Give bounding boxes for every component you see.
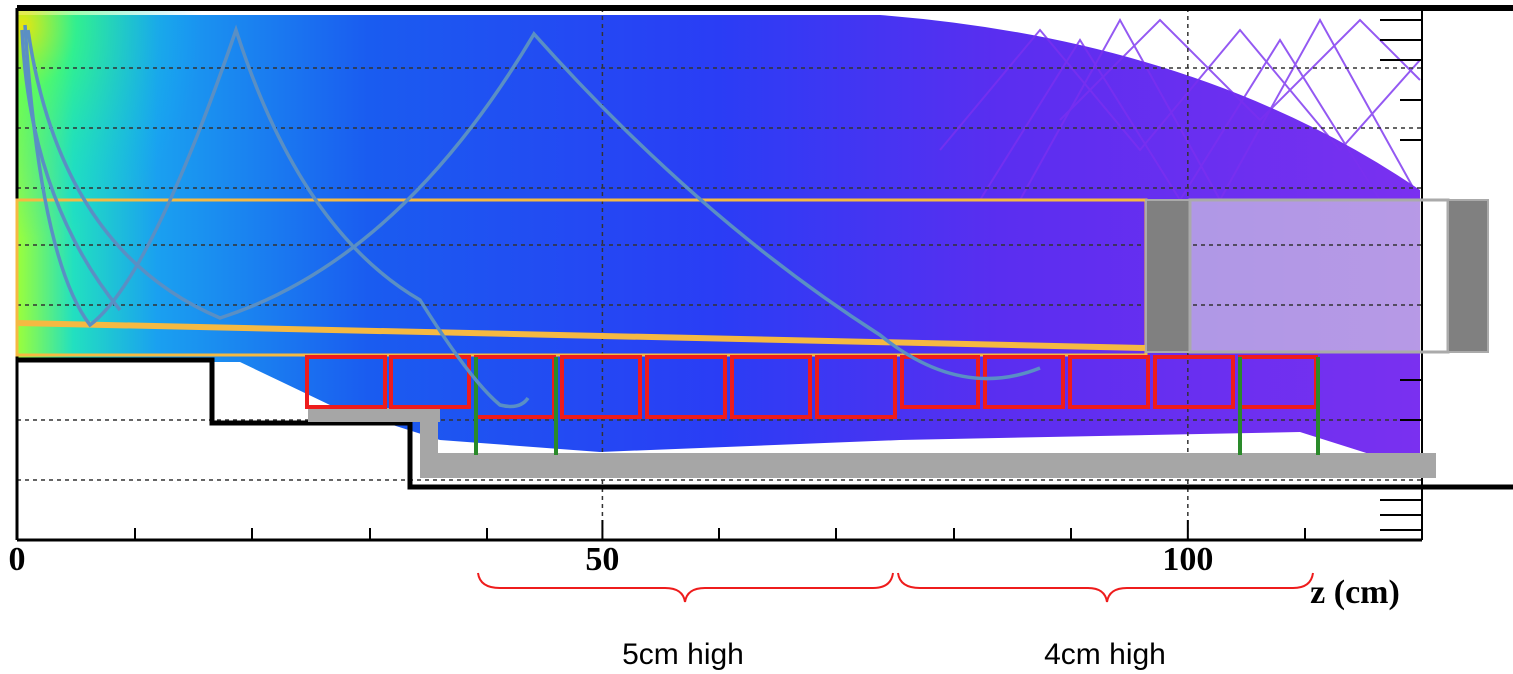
shield <box>1190 200 1448 352</box>
annotation: 4cm high <box>1044 638 1166 671</box>
x-tick-label: 50 <box>585 541 619 578</box>
block <box>1448 200 1488 352</box>
annotation: 5cm high <box>622 638 744 671</box>
x-tick-label: 100 <box>1162 541 1213 578</box>
x-axis-label: z (cm) <box>1310 574 1400 611</box>
x-tick-label: 0 <box>9 541 26 578</box>
density-core <box>17 8 317 362</box>
page: z (cm) 5cm high 4cm high 050100 (() => {… <box>0 0 1513 674</box>
figure: z (cm) 5cm high 4cm high 0 50 100 <box>0 0 1513 674</box>
block <box>1146 200 1190 352</box>
